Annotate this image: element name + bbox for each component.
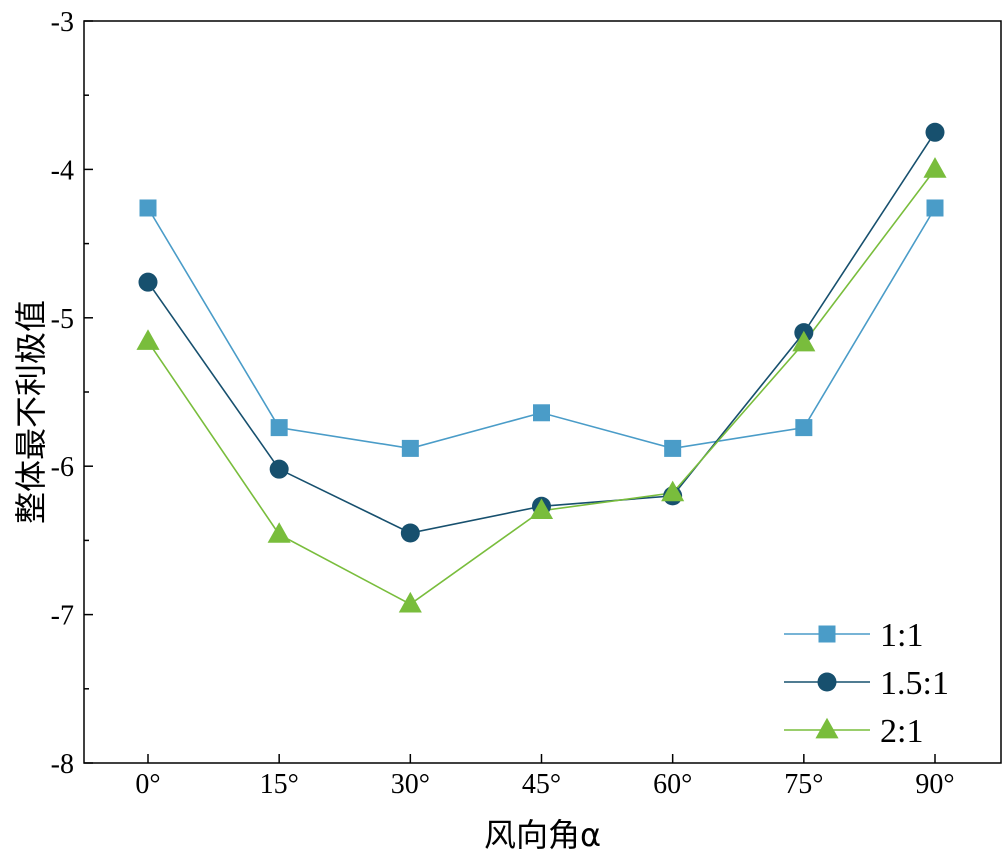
x-tick-label: 0° [135, 769, 160, 800]
data-point-triangle [398, 591, 422, 613]
x-tick-label: 45° [522, 769, 561, 800]
data-point-circle [269, 459, 289, 479]
legend-label: 1.5:1 [880, 665, 949, 702]
data-point-triangle [529, 498, 554, 520]
y-tick-label: -8 [51, 749, 74, 780]
data-point-triangle [661, 480, 685, 502]
y-tick-label: -7 [51, 601, 74, 632]
y-tick-label: -6 [51, 452, 74, 483]
plot-frame [83, 20, 1002, 764]
series-line-1 [147, 131, 936, 534]
legend: 1:1 1.5:1 2:1 [784, 617, 949, 750]
data-point-triangle [792, 330, 816, 352]
data-point-circle [138, 272, 158, 292]
legend-marker-square [818, 625, 836, 643]
y-tick-label: -5 [51, 304, 74, 335]
data-point-triangle [923, 157, 947, 178]
data-point-square [664, 439, 682, 457]
x-tick-label: 75° [784, 769, 823, 800]
legend-label: 1:1 [880, 617, 923, 654]
series-layer [136, 122, 947, 613]
data-point-triangle [267, 522, 291, 543]
data-point-circle [925, 122, 945, 142]
x-axis-title: 风向角α [484, 816, 601, 854]
data-point-triangle [136, 329, 160, 350]
x-tick-label: 30° [391, 769, 430, 800]
data-point-square [795, 419, 813, 437]
data-point-square [926, 199, 944, 217]
data-point-circle [400, 523, 420, 543]
ticks-layer: -3 -4 -5 -6 -7 -8 0° 15° 30° 45° 60° 75° 90° [51, 7, 955, 800]
y-tick-label: -3 [51, 7, 74, 38]
legend-label: 2:1 [880, 713, 923, 750]
data-point-square [401, 439, 419, 457]
data-point-square [270, 419, 288, 437]
x-tick-label: 15° [260, 769, 299, 800]
legend-marker-circle [817, 672, 837, 692]
y-tick-label: -4 [51, 155, 74, 186]
data-point-square [139, 199, 157, 217]
series-line-2 [147, 168, 936, 606]
x-tick-label: 90° [915, 769, 954, 800]
legend-marker-triangle [815, 717, 839, 739]
x-tick-label: 60° [653, 769, 692, 800]
data-point-square [533, 404, 550, 422]
y-axis-title: 整体最不利极值 [12, 300, 50, 524]
